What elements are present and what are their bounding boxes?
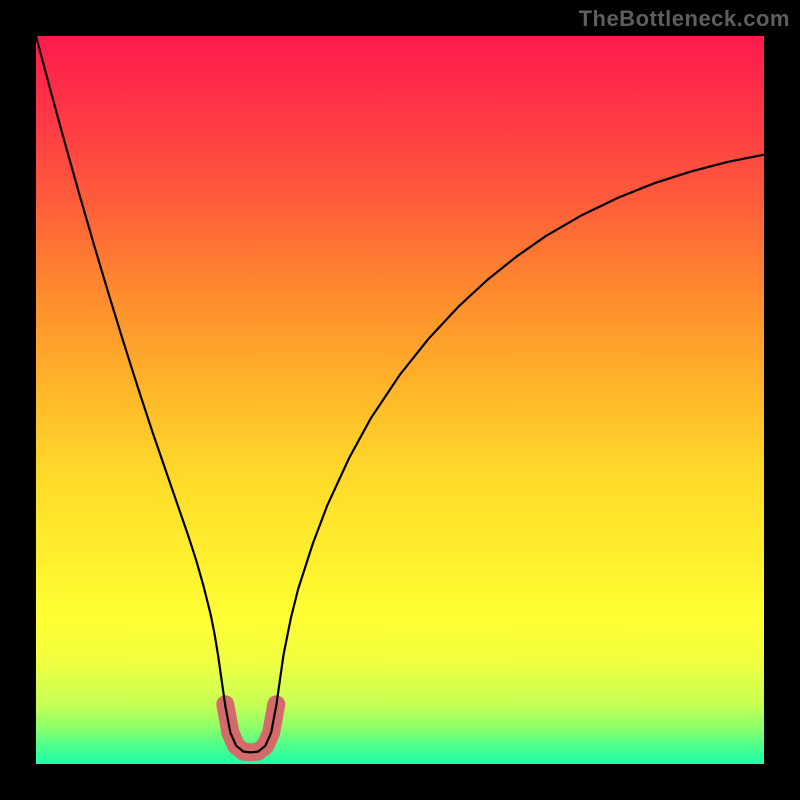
trough-highlight	[225, 704, 276, 752]
curve-layer	[36, 36, 764, 764]
plot-area	[36, 36, 764, 764]
watermark-text: TheBottleneck.com	[579, 6, 790, 32]
chart-frame: TheBottleneck.com	[0, 0, 800, 800]
bottleneck-curve	[36, 36, 764, 752]
